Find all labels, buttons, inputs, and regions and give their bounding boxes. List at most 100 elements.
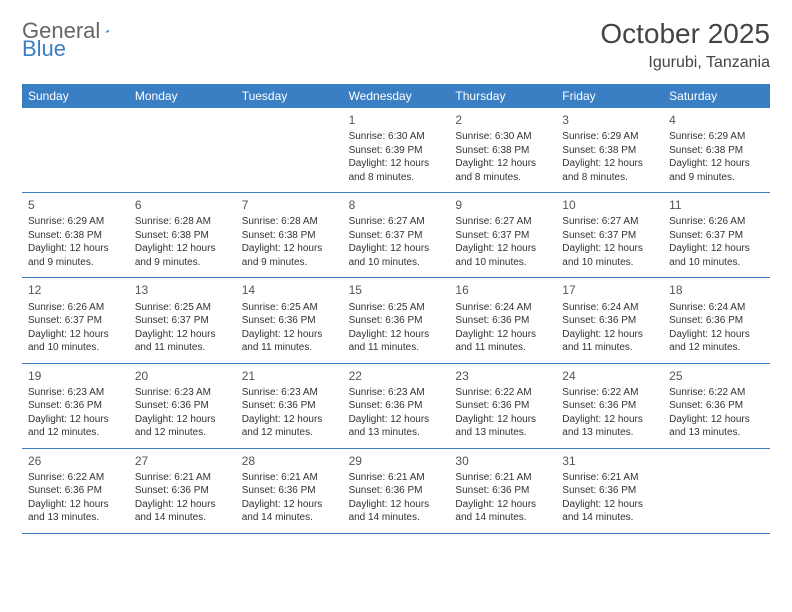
sunrise-line: Sunrise: 6:25 AM: [242, 301, 337, 315]
daylight-line: Daylight: 12 hours and 12 minutes.: [669, 328, 764, 355]
day-number: 13: [135, 282, 230, 298]
day-cell: 16Sunrise: 6:24 AMSunset: 6:36 PMDayligh…: [449, 278, 556, 362]
day-number: 23: [455, 368, 550, 384]
day-cell: 30Sunrise: 6:21 AMSunset: 6:36 PMDayligh…: [449, 449, 556, 533]
day-cell: 22Sunrise: 6:23 AMSunset: 6:36 PMDayligh…: [343, 364, 450, 448]
day-cell: 31Sunrise: 6:21 AMSunset: 6:36 PMDayligh…: [556, 449, 663, 533]
sunset-line: Sunset: 6:36 PM: [455, 399, 550, 413]
weekday-header: Friday: [556, 84, 663, 108]
daylight-line: Daylight: 12 hours and 11 minutes.: [349, 328, 444, 355]
sunset-line: Sunset: 6:36 PM: [669, 314, 764, 328]
sunset-line: Sunset: 6:36 PM: [562, 484, 657, 498]
day-cell: 19Sunrise: 6:23 AMSunset: 6:36 PMDayligh…: [22, 364, 129, 448]
day-number: 29: [349, 453, 444, 469]
weekday-header: Saturday: [663, 84, 770, 108]
logo-triangle-icon: [105, 23, 109, 39]
day-cell: 10Sunrise: 6:27 AMSunset: 6:37 PMDayligh…: [556, 193, 663, 277]
sunset-line: Sunset: 6:36 PM: [349, 314, 444, 328]
daylight-line: Daylight: 12 hours and 13 minutes.: [28, 498, 123, 525]
day-number: 4: [669, 112, 764, 128]
day-number: 16: [455, 282, 550, 298]
empty-day: [129, 108, 236, 192]
day-cell: 9Sunrise: 6:27 AMSunset: 6:37 PMDaylight…: [449, 193, 556, 277]
day-number: 30: [455, 453, 550, 469]
sunset-line: Sunset: 6:36 PM: [135, 399, 230, 413]
day-number: 20: [135, 368, 230, 384]
sunrise-line: Sunrise: 6:27 AM: [349, 215, 444, 229]
sunrise-line: Sunrise: 6:29 AM: [669, 130, 764, 144]
daylight-line: Daylight: 12 hours and 9 minutes.: [28, 242, 123, 269]
daylight-line: Daylight: 12 hours and 13 minutes.: [349, 413, 444, 440]
day-number: 26: [28, 453, 123, 469]
empty-day: [236, 108, 343, 192]
day-cell: 18Sunrise: 6:24 AMSunset: 6:36 PMDayligh…: [663, 278, 770, 362]
sunset-line: Sunset: 6:38 PM: [242, 229, 337, 243]
daylight-line: Daylight: 12 hours and 8 minutes.: [455, 157, 550, 184]
day-number: 11: [669, 197, 764, 213]
sunset-line: Sunset: 6:36 PM: [669, 399, 764, 413]
sunset-line: Sunset: 6:38 PM: [455, 144, 550, 158]
daylight-line: Daylight: 12 hours and 14 minutes.: [135, 498, 230, 525]
daylight-line: Daylight: 12 hours and 8 minutes.: [349, 157, 444, 184]
daylight-line: Daylight: 12 hours and 12 minutes.: [242, 413, 337, 440]
day-cell: 23 Sunrise: 6:22 AMSunset: 6:36 PMDayligh…: [449, 364, 556, 448]
week-row: 1Sunrise: 6:30 AMSunset: 6:39 PMDaylight…: [22, 108, 770, 193]
day-cell: 25Sunrise: 6:22 AMSunset: 6:36 PMDayligh…: [663, 364, 770, 448]
sunset-line: Sunset: 6:36 PM: [562, 314, 657, 328]
daylight-line: Daylight: 12 hours and 12 minutes.: [28, 413, 123, 440]
daylight-line: Daylight: 12 hours and 9 minutes.: [242, 242, 337, 269]
sunset-line: Sunset: 6:37 PM: [562, 229, 657, 243]
sunrise-line: Sunrise: 6:26 AM: [28, 301, 123, 315]
daylight-line: Daylight: 12 hours and 13 minutes.: [562, 413, 657, 440]
sunset-line: Sunset: 6:36 PM: [28, 484, 123, 498]
daylight-line: Daylight: 12 hours and 13 minutes.: [669, 413, 764, 440]
sunrise-line: Sunrise: 6:30 AM: [455, 130, 550, 144]
sunrise-line: Sunrise: 6:23 AM: [135, 386, 230, 400]
sunset-line: Sunset: 6:36 PM: [349, 399, 444, 413]
day-number: 8: [349, 197, 444, 213]
day-cell: 27Sunrise: 6:21 AMSunset: 6:36 PMDayligh…: [129, 449, 236, 533]
sunrise-line: Sunrise: 6:22 AM: [28, 471, 123, 485]
day-cell: 28Sunrise: 6:21 AMSunset: 6:36 PMDayligh…: [236, 449, 343, 533]
sunrise-line: Sunrise: 6:25 AM: [135, 301, 230, 315]
daylight-line: Daylight: 12 hours and 10 minutes.: [349, 242, 444, 269]
daylight-line: Daylight: 12 hours and 9 minutes.: [669, 157, 764, 184]
weekday-header-row: SundayMondayTuesdayWednesdayThursdayFrid…: [22, 84, 770, 108]
weekday-header: Thursday: [449, 84, 556, 108]
header: General Blue October 2025 Igurubi, Tanza…: [22, 18, 770, 72]
sunrise-line: Sunrise: 6:29 AM: [28, 215, 123, 229]
sunset-line: Sunset: 6:38 PM: [28, 229, 123, 243]
daylight-line: Daylight: 12 hours and 10 minutes.: [669, 242, 764, 269]
day-number: 7: [242, 197, 337, 213]
day-number: 14: [242, 282, 337, 298]
day-number: 10: [562, 197, 657, 213]
daylight-line: Daylight: 12 hours and 11 minutes.: [242, 328, 337, 355]
day-number: 28: [242, 453, 337, 469]
day-number: 21: [242, 368, 337, 384]
day-number: 27: [135, 453, 230, 469]
sunset-line: Sunset: 6:38 PM: [669, 144, 764, 158]
day-cell: 5 Sunrise: 6:29 AMSunset: 6:38 PMDaylight…: [22, 193, 129, 277]
day-number: 15: [349, 282, 444, 298]
sunrise-line: Sunrise: 6:22 AM: [455, 386, 550, 400]
day-number: 5: [28, 197, 123, 213]
sunset-line: Sunset: 6:36 PM: [455, 484, 550, 498]
day-cell: 6Sunrise: 6:28 AMSunset: 6:38 PMDaylight…: [129, 193, 236, 277]
daylight-line: Daylight: 12 hours and 14 minutes.: [242, 498, 337, 525]
day-number: 17: [562, 282, 657, 298]
sunrise-line: Sunrise: 6:23 AM: [349, 386, 444, 400]
daylight-line: Daylight: 12 hours and 14 minutes.: [349, 498, 444, 525]
logo-text-2: Blue: [22, 36, 66, 62]
daylight-line: Daylight: 12 hours and 10 minutes.: [28, 328, 123, 355]
sunrise-line: Sunrise: 6:28 AM: [135, 215, 230, 229]
weekday-header: Wednesday: [343, 84, 450, 108]
week-row: 5Sunrise: 6:29 AMSunset: 6:38 PMDaylight…: [22, 193, 770, 278]
daylight-line: Daylight: 12 hours and 13 minutes.: [455, 413, 550, 440]
week-row: 26Sunrise: 6:22 AMSunset: 6:36 PMDayligh…: [22, 449, 770, 534]
daylight-line: Daylight: 12 hours and 12 minutes.: [135, 413, 230, 440]
sunrise-line: Sunrise: 6:21 AM: [242, 471, 337, 485]
sunrise-line: Sunrise: 6:27 AM: [455, 215, 550, 229]
sunrise-line: Sunrise: 6:24 AM: [562, 301, 657, 315]
sunrise-line: Sunrise: 6:23 AM: [242, 386, 337, 400]
weekday-header: Sunday: [22, 84, 129, 108]
